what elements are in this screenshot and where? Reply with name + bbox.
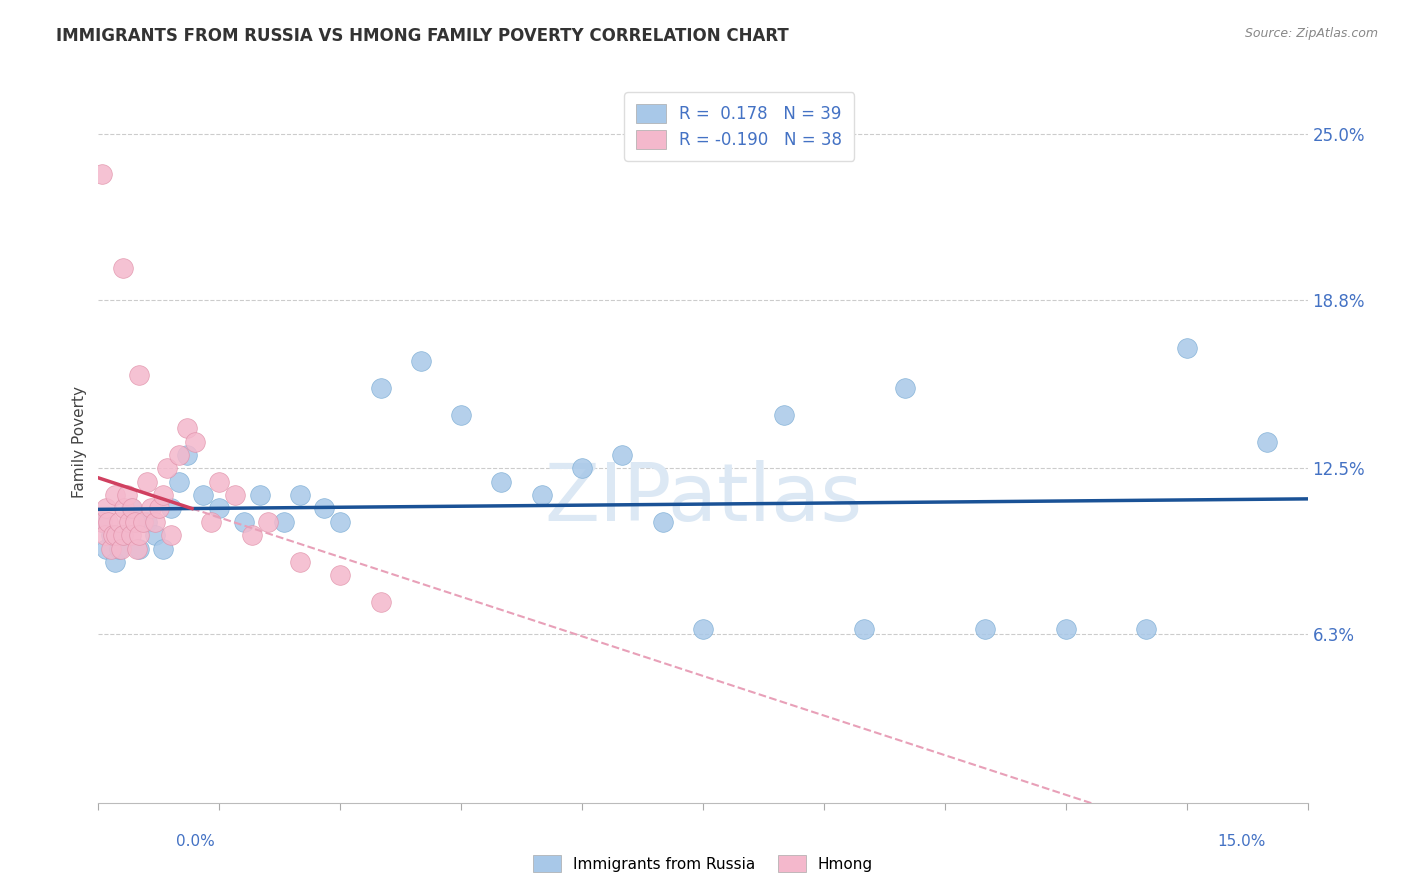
Point bbox=[651, 515, 673, 529]
Point bbox=[1256, 434, 1278, 449]
Point bbox=[160, 501, 183, 516]
Point bbox=[128, 528, 150, 542]
Point bbox=[530, 488, 553, 502]
Point bbox=[135, 515, 157, 529]
Point bbox=[256, 515, 278, 529]
Point bbox=[1135, 622, 1157, 636]
Point bbox=[128, 541, 150, 556]
Point bbox=[118, 515, 141, 529]
Point bbox=[1175, 341, 1198, 355]
Point bbox=[132, 515, 155, 529]
Point bbox=[893, 381, 915, 395]
Point bbox=[135, 475, 157, 489]
Point bbox=[111, 528, 134, 542]
Point bbox=[208, 501, 231, 516]
Point bbox=[111, 260, 134, 275]
Point bbox=[148, 501, 170, 516]
Point bbox=[200, 515, 222, 529]
Text: IMMIGRANTS FROM RUSSIA VS HMONG FAMILY POVERTY CORRELATION CHART: IMMIGRANTS FROM RUSSIA VS HMONG FAMILY P… bbox=[56, 27, 789, 45]
Point bbox=[176, 448, 198, 462]
Point bbox=[103, 555, 125, 569]
Point bbox=[143, 515, 166, 529]
Point bbox=[120, 528, 142, 542]
Point bbox=[110, 541, 132, 556]
Point bbox=[224, 488, 246, 502]
Point bbox=[124, 515, 146, 529]
Point bbox=[112, 501, 135, 516]
Point bbox=[156, 461, 179, 475]
Point bbox=[370, 595, 392, 609]
Point bbox=[105, 528, 128, 542]
Point bbox=[91, 515, 114, 529]
Point bbox=[91, 515, 114, 529]
Point bbox=[692, 622, 714, 636]
Text: 0.0%: 0.0% bbox=[176, 834, 215, 849]
Point bbox=[273, 515, 295, 529]
Point bbox=[249, 488, 271, 502]
Legend: R =  0.178   N = 39, R = -0.190   N = 38: R = 0.178 N = 39, R = -0.190 N = 38 bbox=[624, 92, 853, 161]
Point bbox=[152, 541, 174, 556]
Point bbox=[314, 501, 336, 516]
Point bbox=[127, 541, 149, 556]
Point bbox=[96, 501, 118, 516]
Point bbox=[115, 488, 138, 502]
Text: 15.0%: 15.0% bbox=[1218, 834, 1265, 849]
Point bbox=[100, 541, 122, 556]
Point bbox=[91, 167, 114, 181]
Point bbox=[121, 501, 143, 516]
Point bbox=[329, 515, 352, 529]
Point bbox=[288, 555, 311, 569]
Point bbox=[772, 408, 794, 422]
Point bbox=[97, 515, 120, 529]
Point bbox=[143, 528, 166, 542]
Point bbox=[152, 488, 174, 502]
Point bbox=[167, 448, 190, 462]
Point bbox=[167, 475, 190, 489]
Point bbox=[193, 488, 215, 502]
Point bbox=[240, 528, 263, 542]
Point bbox=[329, 568, 352, 582]
Point bbox=[232, 515, 254, 529]
Legend: Immigrants from Russia, Hmong: Immigrants from Russia, Hmong bbox=[526, 847, 880, 880]
Point bbox=[107, 515, 129, 529]
Point bbox=[103, 488, 125, 502]
Point bbox=[160, 528, 183, 542]
Point bbox=[409, 354, 432, 368]
Point bbox=[208, 475, 231, 489]
Text: ZIPatlas: ZIPatlas bbox=[544, 460, 862, 539]
Y-axis label: Family Poverty: Family Poverty bbox=[72, 385, 87, 498]
Point bbox=[450, 408, 472, 422]
Point bbox=[491, 475, 513, 489]
Point bbox=[111, 528, 134, 542]
Point bbox=[853, 622, 876, 636]
Point bbox=[612, 448, 634, 462]
Point bbox=[100, 528, 122, 542]
Point bbox=[96, 541, 118, 556]
Point bbox=[120, 501, 142, 516]
Text: Source: ZipAtlas.com: Source: ZipAtlas.com bbox=[1244, 27, 1378, 40]
Point bbox=[94, 528, 117, 542]
Point bbox=[1054, 622, 1077, 636]
Point bbox=[107, 541, 129, 556]
Point bbox=[139, 501, 162, 516]
Point bbox=[571, 461, 593, 475]
Point bbox=[370, 381, 392, 395]
Point bbox=[184, 434, 207, 449]
Point bbox=[176, 421, 198, 435]
Point bbox=[288, 488, 311, 502]
Point bbox=[974, 622, 997, 636]
Point bbox=[128, 368, 150, 382]
Point bbox=[101, 528, 124, 542]
